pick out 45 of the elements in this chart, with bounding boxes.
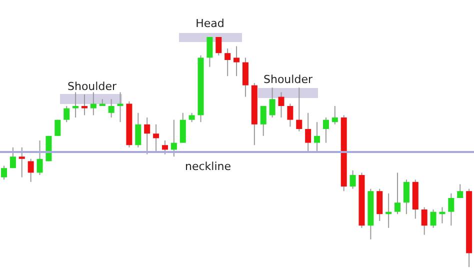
candlestick [144, 117, 150, 155]
candlestick [242, 57, 248, 98]
candlestick [314, 122, 320, 152]
candlestick [421, 206, 428, 236]
candlestick [188, 112, 195, 123]
candlestick [216, 37, 222, 56]
candlestick [394, 172, 401, 215]
candlestick [287, 103, 294, 128]
candlestick [180, 112, 186, 144]
candlestick [90, 92, 96, 116]
candlestick [403, 179, 410, 215]
candlestick [54, 119, 61, 136]
candlestick [457, 184, 464, 198]
candlestick [350, 170, 356, 190]
text: Head [196, 17, 224, 30]
candlestick [10, 146, 16, 169]
candlestick [28, 158, 34, 182]
candlestick [18, 146, 25, 178]
candlestick [448, 192, 454, 226]
candlestick [108, 98, 114, 118]
candlestick [206, 37, 213, 68]
ref-line-label: neckline [184, 160, 232, 173]
candlestick [332, 106, 338, 125]
candlestick [72, 92, 79, 118]
candlestick [430, 209, 436, 228]
candlestick [36, 140, 43, 176]
candlestick [153, 124, 160, 152]
candlestick [234, 46, 240, 77]
candlestick [1, 165, 7, 180]
candlestick [81, 94, 88, 116]
annotation: Shoulder [264, 73, 313, 86]
candlestick [269, 87, 276, 118]
candlestick [117, 92, 124, 123]
candlestick [296, 87, 302, 132]
candlestick [135, 112, 142, 148]
candlestick [170, 119, 177, 158]
candlestick [224, 48, 231, 77]
candlestick [322, 117, 329, 144]
candlestick [64, 106, 70, 123]
candlestick [162, 140, 168, 155]
candlestick [278, 92, 284, 118]
candlestick [305, 112, 312, 152]
candlestick [376, 188, 383, 222]
annotation: Shoulder [68, 80, 117, 93]
candlestick [260, 106, 266, 136]
